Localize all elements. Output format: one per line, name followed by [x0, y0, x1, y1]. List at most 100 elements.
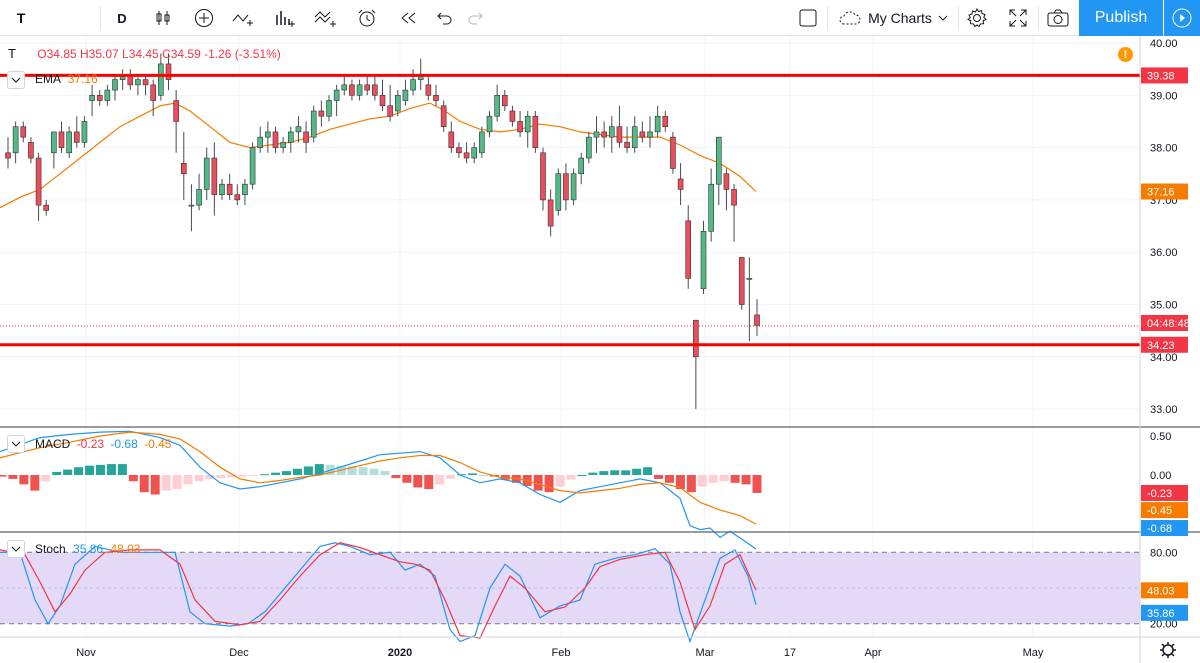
- grid: [0, 36, 1140, 637]
- macd-bar: [708, 475, 718, 483]
- axis-settings-button[interactable]: [1160, 642, 1176, 658]
- collapse-macd-button[interactable]: [7, 435, 25, 453]
- axis-tick-label: 40.00: [1150, 38, 1178, 50]
- chart-type-button[interactable]: [150, 0, 176, 36]
- candle: [433, 84, 439, 106]
- macd-bar: [216, 475, 226, 479]
- macd-bar: [446, 475, 456, 479]
- compare-button[interactable]: [228, 0, 258, 36]
- candle: [35, 152, 42, 221]
- symbol-search-button[interactable]: T: [16, 10, 26, 26]
- stoch-d-line: [0, 542, 757, 639]
- macd-bar: [654, 475, 664, 479]
- ema-legend[interactable]: EMA 37.16: [35, 72, 98, 86]
- top-toolbar: T D My Charts Publish: [0, 0, 1200, 36]
- stoch-legend[interactable]: Stoch 35.86 48.03: [35, 542, 140, 556]
- macd-bar: [74, 467, 84, 475]
- macd-bar: [128, 475, 138, 482]
- candle: [287, 126, 294, 153]
- undo-button[interactable]: [432, 0, 458, 36]
- macd-bar: [719, 475, 729, 482]
- compare-icon: [232, 14, 253, 26]
- my-charts-button[interactable]: My Charts: [832, 0, 954, 36]
- candle: [372, 74, 378, 101]
- macd-bar: [347, 466, 357, 475]
- collapse-legend-button[interactable]: [7, 71, 25, 89]
- macd-bar: [139, 475, 149, 493]
- candle: [127, 69, 134, 91]
- candle: [226, 173, 233, 200]
- legend-symbol[interactable]: T: [8, 46, 16, 61]
- publish-menu-button[interactable]: [1164, 0, 1200, 36]
- time-label: Mar: [696, 647, 715, 659]
- publish-button[interactable]: Publish: [1079, 0, 1163, 36]
- candle: [257, 126, 264, 153]
- candle: [563, 163, 569, 211]
- macd-legend[interactable]: MACD -0.23 -0.68 -0.45: [35, 437, 171, 451]
- candle: [486, 110, 493, 138]
- candle: [150, 79, 157, 117]
- expand-icon: [1009, 9, 1027, 27]
- candle: [242, 178, 248, 206]
- macd-bar: [730, 475, 740, 483]
- redo-button[interactable]: [462, 0, 488, 36]
- macd-axis-label-text: -0.68: [1147, 523, 1172, 535]
- candle: [593, 116, 600, 153]
- time-label: May: [1023, 647, 1044, 659]
- candle: [349, 79, 355, 101]
- pane-separators: [0, 36, 1200, 663]
- templates-button[interactable]: [310, 0, 340, 36]
- time-axis: Nov Dec 2020 Feb Mar 17 Apr May: [76, 647, 1044, 659]
- candle: [517, 110, 523, 138]
- interval-button[interactable]: D: [117, 10, 127, 26]
- macd-bar: [281, 471, 291, 475]
- price-axis-label-text: 04:48:48: [1147, 318, 1190, 330]
- candle: [188, 184, 195, 232]
- chart-area[interactable]: 40.0039.0038.0037.0036.0035.0034.0033.00…: [0, 36, 1200, 663]
- candle: [73, 116, 80, 148]
- macd-signal-value: -0.45: [144, 437, 172, 451]
- candle: [20, 121, 27, 143]
- candle: [66, 126, 72, 159]
- candle: [578, 152, 585, 185]
- snapshot-button[interactable]: [1042, 0, 1074, 36]
- collapse-stoch-button[interactable]: [7, 540, 25, 558]
- candle: [448, 121, 455, 153]
- candle: [96, 90, 103, 106]
- candle: [104, 84, 111, 106]
- indicators-button[interactable]: [190, 0, 218, 36]
- settings-button[interactable]: [962, 0, 992, 36]
- macd-line-value: -0.68: [110, 437, 138, 451]
- axis-tick-label: 38.00: [1150, 143, 1178, 155]
- stoch-k-value: 35.86: [73, 542, 104, 556]
- financials-button[interactable]: [270, 0, 300, 36]
- axis-tick-label: 0.00: [1150, 470, 1171, 482]
- stoch-axis-label: [1141, 582, 1188, 599]
- macd-bar: [577, 475, 587, 476]
- undo-icon: [437, 12, 452, 25]
- warning-icon[interactable]: !: [1118, 47, 1133, 62]
- gear-icon: [967, 7, 987, 28]
- macd-bar: [260, 474, 270, 476]
- price-axis-label-text: 34.23: [1147, 340, 1175, 352]
- macd-bar: [52, 471, 62, 475]
- candle: [173, 90, 179, 153]
- candle: [318, 100, 325, 127]
- alert-button[interactable]: [352, 0, 382, 36]
- camera-icon: [1047, 9, 1069, 27]
- replay-button[interactable]: [394, 0, 422, 36]
- toolbar-divider: [1038, 6, 1039, 30]
- candle: [119, 69, 126, 91]
- macd-bar: [435, 475, 445, 485]
- candle: [501, 90, 508, 111]
- macd-bar: [424, 475, 434, 490]
- macd-bar: [303, 466, 313, 475]
- macd-line: [0, 430, 757, 550]
- price-axis-label-text: 39.38: [1147, 70, 1175, 82]
- ema-value: 37.16: [67, 72, 98, 86]
- candle: [494, 84, 500, 122]
- axis-tick-label: 35.00: [1150, 300, 1178, 312]
- stoch-axis-label: [1141, 604, 1188, 621]
- fullscreen-button[interactable]: [1003, 0, 1033, 36]
- fullscreen-select-button[interactable]: [794, 0, 822, 36]
